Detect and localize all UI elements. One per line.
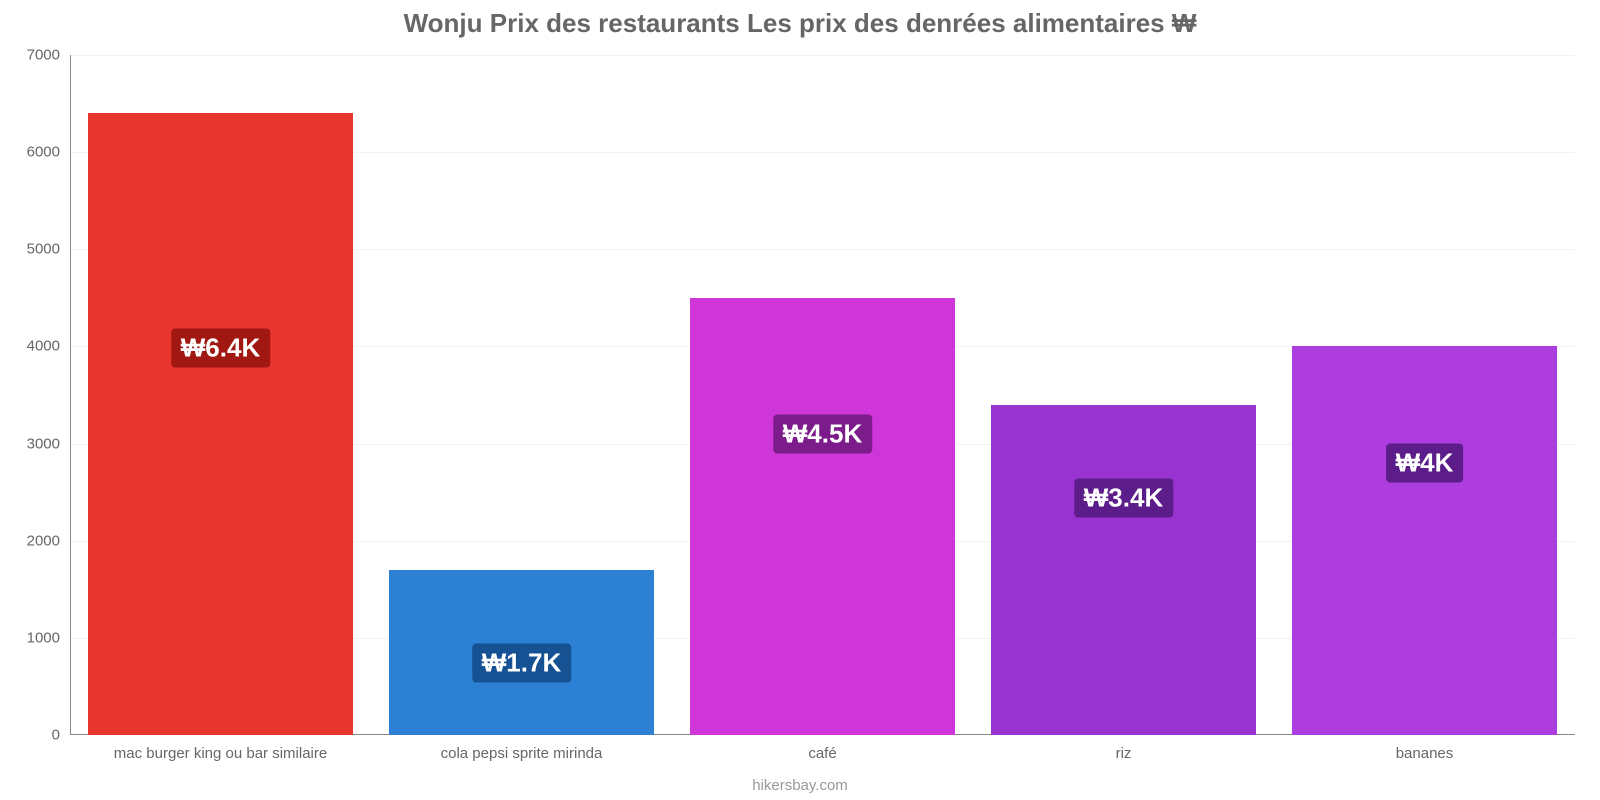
- x-axis-tick: bananes: [1396, 735, 1454, 762]
- bar-value-label: ₩4.5K: [773, 414, 872, 453]
- x-axis-tick: mac burger king ou bar similaire: [114, 735, 327, 762]
- bar: [690, 298, 955, 735]
- plot-area: 01000200030004000500060007000mac burger …: [70, 55, 1575, 735]
- y-axis-tick: 3000: [27, 435, 70, 452]
- x-axis-tick: café: [808, 735, 836, 762]
- chart-footer: hikersbay.com: [0, 777, 1600, 794]
- bar-value-label: ₩4K: [1386, 443, 1464, 482]
- y-axis-tick: 0: [52, 727, 70, 744]
- y-axis-line: [70, 55, 71, 735]
- bar-value-label: ₩6.4K: [171, 328, 270, 367]
- bar: [1292, 346, 1557, 735]
- bar: [88, 113, 353, 735]
- bar-value-label: ₩1.7K: [472, 643, 571, 682]
- y-axis-tick: 6000: [27, 144, 70, 161]
- chart-container: Wonju Prix des restaurants Les prix des …: [0, 0, 1600, 800]
- chart-title: Wonju Prix des restaurants Les prix des …: [0, 8, 1600, 39]
- bar: [991, 405, 1256, 735]
- y-axis-tick: 2000: [27, 532, 70, 549]
- y-axis-tick: 7000: [27, 47, 70, 64]
- bar-value-label: ₩3.4K: [1074, 478, 1173, 517]
- y-axis-tick: 5000: [27, 241, 70, 258]
- y-axis-tick: 1000: [27, 629, 70, 646]
- y-axis-tick: 4000: [27, 338, 70, 355]
- gridline: [70, 55, 1575, 56]
- plot-inner: 01000200030004000500060007000mac burger …: [70, 55, 1575, 735]
- x-axis-tick: cola pepsi sprite mirinda: [441, 735, 603, 762]
- x-axis-tick: riz: [1116, 735, 1132, 762]
